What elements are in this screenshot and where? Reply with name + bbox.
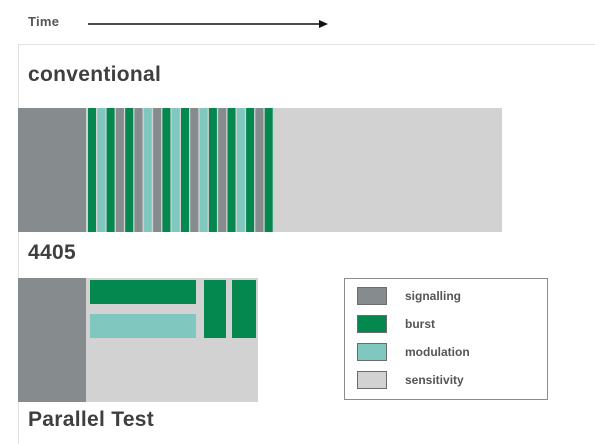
modulation-segment [236,108,245,232]
conventional-title: conventional [28,63,162,86]
signalling-segment [153,108,162,232]
time-arrow-icon [88,20,328,28]
sensitivity-swatch [357,371,387,389]
burst-segment [162,108,171,232]
legend-item-modulation: modulation [357,341,470,363]
signalling-segment [255,108,264,232]
parallel-test-title: Parallel Test [28,408,155,431]
burst-segment [264,108,273,232]
modulation-segment [171,108,180,232]
left-frame-line [18,44,19,444]
signalling-block [18,108,86,232]
modulation-segment [199,108,208,232]
parallel-timeline [18,278,258,402]
burst-segment [227,108,236,232]
legend-item-burst: burst [357,313,435,335]
burst-segment [246,108,255,232]
signalling-segment [134,108,143,232]
modulation-segment [143,108,152,232]
legend-item-sensitivity: sensitivity [357,369,464,391]
signalling-swatch [357,287,387,305]
legend-item-signalling: signalling [357,285,461,307]
legend-label: sensitivity [405,373,464,387]
parallel-signalling-block [18,278,86,402]
burst-segment [88,108,96,232]
parallel-modulation-bar [90,314,196,338]
comparison-title: 4405 [28,241,76,264]
legend: signalling burst modulation sensitivity [344,278,548,400]
legend-label: burst [405,317,435,331]
modulation-swatch [357,343,387,361]
burst-segment [106,108,115,232]
burst-segment [208,108,217,232]
burst-swatch [357,315,387,333]
parallel-burst-bar [90,280,196,304]
legend-label: signalling [405,289,462,303]
signalling-segment [115,108,124,232]
burst-segment [181,108,189,232]
parallel-burst-block [204,280,226,338]
signalling-segment [218,108,227,232]
legend-label: modulation [405,345,470,359]
conventional-timeline [18,108,502,232]
top-frame-line [18,44,595,45]
time-label: Time [28,14,60,29]
burst-segment [125,108,134,232]
parallel-burst-block [232,280,256,338]
modulation-segment [97,108,106,232]
signalling-segment [190,108,199,232]
